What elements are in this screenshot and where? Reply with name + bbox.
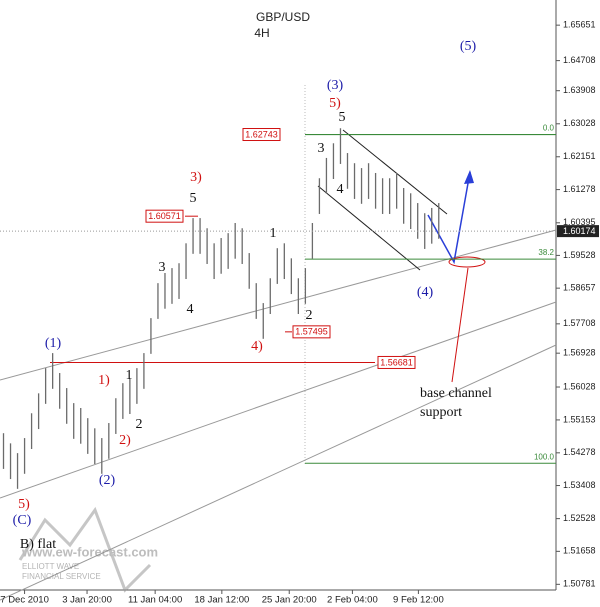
y-tick-label: 1.60395 — [563, 217, 596, 227]
wave-label: 2 — [306, 308, 313, 323]
wave-label: (1) — [45, 336, 62, 351]
y-tick-label: 1.61278 — [563, 184, 596, 194]
level-box — [242, 128, 281, 142]
y-tick-label: 1.56028 — [563, 381, 596, 391]
x-tick-label: 2 Feb 04:00 — [327, 595, 378, 606]
y-tick-label: 1.62151 — [563, 151, 596, 161]
last-price-box — [557, 225, 599, 238]
chart-subtitle: 4H — [254, 26, 269, 40]
wave-label: 2 — [136, 417, 143, 432]
channel-line — [342, 129, 448, 215]
wave-label: 3 — [159, 260, 166, 275]
wave-label: 5 — [339, 110, 346, 125]
fib-label: 100.0 — [534, 452, 555, 461]
wave-label: (4) — [417, 285, 434, 300]
channel-line — [0, 344, 557, 601]
wave-label: (3) — [327, 78, 344, 93]
x-tick-label: 3 Jan 20:00 — [62, 595, 112, 606]
wave-label: 5) — [329, 96, 341, 111]
watermark-line: FINANCIAL SERVICE — [22, 572, 101, 581]
last-price-label: 1.60174 — [563, 226, 596, 236]
wave-label: 4) — [251, 339, 263, 354]
wave-label: 3) — [190, 170, 202, 185]
wave-label: B) flat — [20, 537, 56, 552]
level-label: 1.62743 — [245, 129, 278, 139]
wave-label: 1 — [270, 226, 277, 241]
forecast-arrow — [427, 171, 471, 265]
fib-label: 0.0 — [543, 124, 555, 133]
y-tick-label: 1.59528 — [563, 250, 596, 260]
y-tick-label: 1.52528 — [563, 513, 596, 523]
y-tick-label: 1.63908 — [563, 85, 596, 95]
wave-label: 1 — [126, 368, 133, 383]
y-tick-label: 1.58657 — [563, 283, 596, 293]
wave-label: 2) — [119, 433, 131, 448]
y-tick-label: 1.64708 — [563, 55, 596, 65]
note: support — [420, 405, 462, 420]
x-tick-label: 9 Feb 12:00 — [393, 595, 444, 606]
y-tick-label: 1.51658 — [563, 546, 596, 556]
watermark-line: ELLIOTT WAVE — [22, 562, 79, 571]
wave-label: (5) — [460, 39, 477, 54]
channel-line — [0, 301, 557, 499]
support-ellipse — [448, 256, 486, 268]
wave-label: 4 — [337, 182, 344, 197]
y-tick-label: 1.65651 — [563, 20, 596, 30]
chart-title: GBP/USD — [256, 10, 310, 24]
x-tick-label: 11 Jan 04:00 — [128, 595, 182, 606]
level-box — [292, 325, 331, 339]
y-tick-label: 1.50781 — [563, 579, 596, 589]
channels — [0, 229, 557, 601]
level-box — [377, 355, 416, 369]
wave-label: 5) — [18, 497, 30, 512]
y-tick-label: 1.56928 — [563, 348, 596, 358]
x-tick-label: 18 Jan 12:00 — [194, 595, 249, 606]
y-tick-label: 1.57708 — [563, 318, 596, 328]
correction-channel — [317, 129, 448, 271]
wave-label: (C) — [13, 513, 32, 528]
pointer-line — [451, 267, 469, 383]
fib-label: 38.2 — [538, 248, 554, 257]
level-label: 1.57495 — [295, 327, 328, 337]
wave-label: 4 — [187, 302, 194, 317]
arrow-head — [464, 170, 474, 184]
watermark: www.ew-forecast.com ELLIOTT WAVE FINANCI… — [18, 506, 158, 593]
x-tick-label: 25 Jan 20:00 — [262, 595, 317, 606]
channel-line — [317, 185, 421, 271]
level-label: 1.56681 — [380, 357, 413, 367]
wave-label: (2) — [99, 473, 116, 488]
channel-line — [0, 229, 557, 381]
wave-label: 5 — [190, 191, 197, 206]
watermark-logo — [18, 506, 152, 593]
y-tick-label: 1.55153 — [563, 414, 596, 424]
watermark-url: www.ew-forecast.com — [21, 544, 158, 559]
wave-label: 1) — [98, 373, 110, 388]
note: base channel — [420, 386, 492, 401]
y-tick-label: 1.63028 — [563, 118, 596, 128]
y-tick-label: 1.54278 — [563, 447, 596, 457]
level-box — [145, 209, 184, 223]
level-label: 1.60571 — [148, 211, 181, 221]
y-tick-label: 1.53408 — [563, 480, 596, 490]
x-tick-label: 7 Dec 2010 — [0, 595, 49, 606]
wave-label: 3 — [318, 141, 325, 156]
